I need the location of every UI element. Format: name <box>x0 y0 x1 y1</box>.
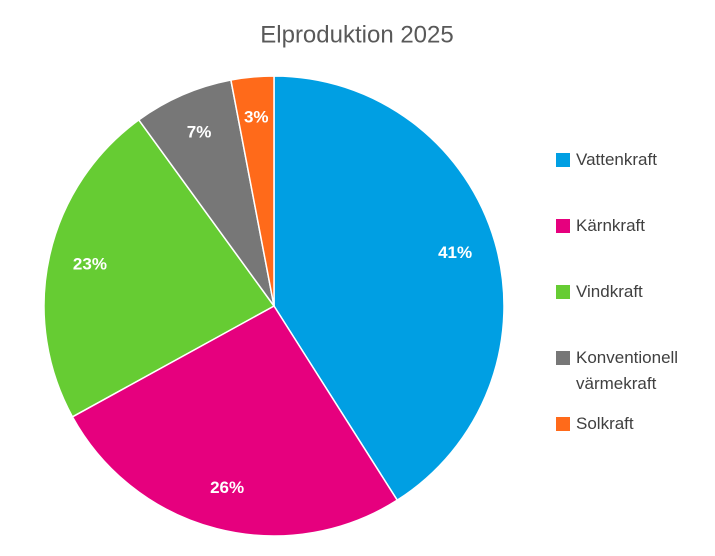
chart-title: Elproduktion 2025 <box>260 21 453 48</box>
legend-item: Vindkraft <box>556 279 696 305</box>
pie-slice <box>43 118 276 418</box>
data-label: 7% <box>187 122 212 141</box>
legend-swatch <box>556 285 570 299</box>
pie-slice <box>137 79 275 307</box>
data-label: 26% <box>210 478 244 497</box>
legend-label: Kärnkraft <box>576 216 645 235</box>
legend-swatch <box>556 153 570 167</box>
legend-swatch <box>556 351 570 365</box>
data-label: 41% <box>438 243 472 262</box>
legend-swatch <box>556 417 570 431</box>
legend-item: Solkraft <box>556 411 696 437</box>
pie-slice <box>273 75 505 502</box>
legend-label: Vindkraft <box>576 282 643 301</box>
pie-slice <box>230 75 275 307</box>
legend-item: Konventionell värmekraft <box>556 345 696 397</box>
legend-swatch <box>556 219 570 233</box>
legend-item: Vattenkraft <box>556 147 696 173</box>
legend-label: Konventionell värmekraft <box>576 348 679 393</box>
legend-label: Vattenkraft <box>576 150 657 169</box>
legend-item: Kärnkraft <box>556 213 696 239</box>
data-label: 3% <box>244 108 269 127</box>
data-label: 23% <box>73 254 107 273</box>
legend-label: Solkraft <box>576 414 634 433</box>
pie-slice <box>71 305 399 537</box>
